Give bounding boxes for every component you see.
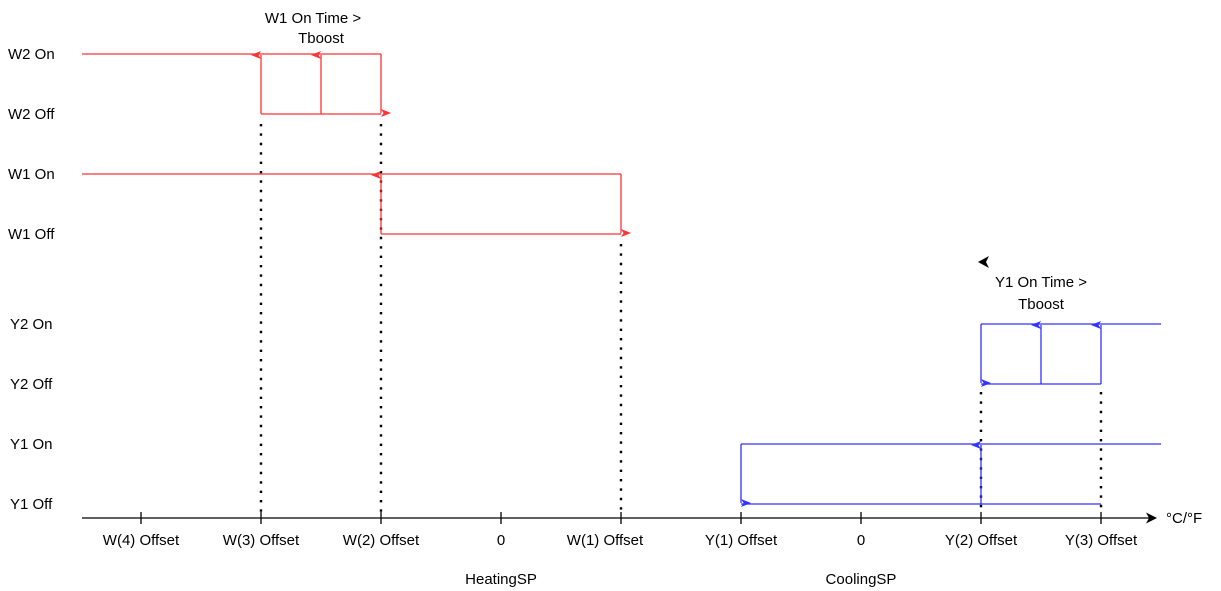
label-y1-on: Y1 On bbox=[10, 436, 53, 453]
tick-label-w1: W(1) Offset bbox=[567, 532, 644, 549]
y1-boost-annotation-line1: Y1 On Time > bbox=[995, 274, 1087, 291]
y2-stage-lines bbox=[980, 321, 1161, 387]
tick-label-heating-zero: 0 bbox=[497, 532, 505, 549]
cursor-arrow-icon bbox=[978, 256, 989, 268]
label-w1-on: W1 On bbox=[8, 166, 55, 183]
tick-label-w2: W(2) Offset bbox=[343, 532, 420, 549]
cooling-setpoint-label: CoolingSP bbox=[826, 571, 897, 588]
guide-lines bbox=[259, 124, 1103, 514]
tick-label-w4: W(4) Offset bbox=[103, 532, 180, 549]
w1-stage-lines bbox=[82, 171, 631, 237]
label-y1-off: Y1 Off bbox=[10, 496, 53, 513]
y1-stage-lines bbox=[740, 441, 1161, 507]
w2-stage-lines bbox=[82, 51, 391, 117]
tick-label-y3: Y(3) Offset bbox=[1065, 532, 1138, 549]
tick-label-cooling-zero: 0 bbox=[857, 532, 865, 549]
tick-label-w3: W(3) Offset bbox=[223, 532, 300, 549]
label-y2-off: Y2 Off bbox=[10, 376, 53, 393]
label-w2-on: W2 On bbox=[8, 46, 55, 63]
y1-boost-annotation-line2: Tboost bbox=[1018, 296, 1065, 313]
heating-setpoint-label: HeatingSP bbox=[465, 571, 537, 588]
label-w1-off: W1 Off bbox=[8, 226, 55, 243]
tick-label-y2: Y(2) Offset bbox=[945, 532, 1018, 549]
x-axis bbox=[82, 512, 1157, 524]
label-y2-on: Y2 On bbox=[10, 316, 53, 333]
x-axis-arrowhead bbox=[1146, 512, 1157, 524]
label-w2-off: W2 Off bbox=[8, 106, 55, 123]
axis-unit-label: °C/°F bbox=[1166, 510, 1202, 527]
tick-label-y1: Y(1) Offset bbox=[705, 532, 778, 549]
w1-boost-annotation-line1: W1 On Time > bbox=[265, 10, 362, 27]
w1-boost-annotation-line2: Tboost bbox=[298, 30, 345, 47]
